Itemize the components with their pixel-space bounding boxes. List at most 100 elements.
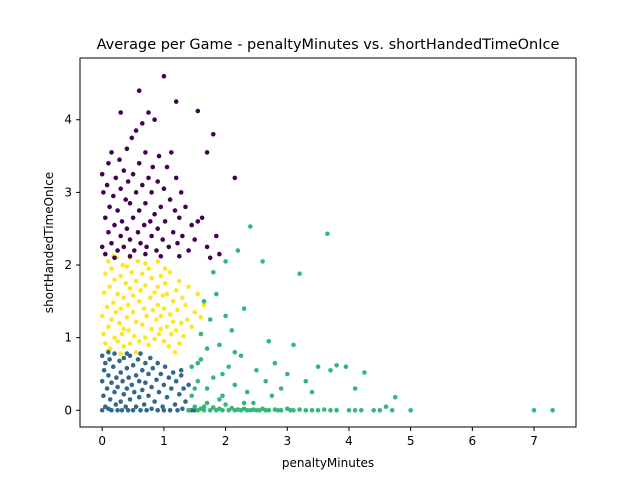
data-point: [183, 302, 188, 308]
data-point: [119, 331, 125, 337]
data-point: [158, 253, 164, 259]
data-point: [167, 270, 173, 275]
data-point: [309, 389, 315, 395]
data-point: [172, 208, 178, 213]
data-point: [161, 382, 167, 388]
data-point: [121, 392, 127, 397]
data-point: [107, 284, 112, 290]
data-point: [189, 324, 194, 330]
data-point: [118, 306, 123, 311]
data-point: [149, 384, 154, 390]
data-point: [106, 324, 111, 330]
data-point: [220, 371, 225, 377]
data-point: [207, 408, 213, 413]
data-point: [164, 164, 170, 170]
data-point: [125, 302, 131, 308]
data-point: [164, 394, 170, 400]
data-point: [169, 331, 174, 337]
data-point: [198, 331, 204, 337]
data-point: [352, 408, 358, 413]
data-point: [107, 397, 113, 402]
data-point: [346, 408, 352, 413]
data-point: [177, 392, 182, 397]
y-tick-label: 4: [64, 113, 72, 127]
data-point: [130, 293, 136, 298]
data-point: [211, 270, 216, 275]
data-point: [177, 253, 182, 259]
data-point: [204, 150, 210, 155]
data-point: [127, 341, 133, 346]
data-point: [138, 408, 143, 413]
data-point: [198, 357, 204, 362]
data-point: [143, 150, 148, 155]
data-point: [109, 380, 114, 386]
data-point: [198, 315, 204, 320]
data-point: [207, 255, 213, 261]
data-point: [201, 299, 207, 304]
data-point: [111, 364, 116, 370]
data-point: [109, 266, 114, 271]
data-point: [195, 291, 201, 297]
data-point: [121, 295, 127, 301]
data-point: [181, 333, 186, 339]
data-point: [136, 208, 142, 213]
data-point: [207, 317, 213, 322]
y-axis-label: shortHandedTimeOnIce: [42, 172, 56, 313]
data-point: [164, 324, 170, 330]
data-point: [118, 110, 123, 115]
data-point: [162, 219, 168, 224]
data-point: [328, 408, 333, 413]
data-point: [152, 290, 157, 295]
data-point: [201, 302, 207, 308]
data-point: [148, 355, 153, 361]
data-point: [263, 378, 269, 384]
data-point: [334, 408, 339, 413]
data-point: [269, 393, 275, 399]
data-point: [232, 175, 238, 181]
data-point: [140, 182, 145, 188]
data-point: [124, 226, 130, 231]
data-point: [377, 408, 383, 413]
data-point: [226, 364, 231, 370]
data-point: [143, 335, 148, 341]
data-point: [118, 233, 123, 239]
data-point: [169, 150, 174, 155]
data-point: [220, 393, 225, 399]
data-point: [192, 386, 197, 391]
data-point: [278, 386, 284, 391]
data-point: [211, 405, 216, 410]
data-point: [204, 386, 210, 391]
data-point: [189, 364, 194, 370]
data-point: [143, 261, 148, 266]
data-point: [170, 299, 176, 304]
data-point: [129, 382, 135, 388]
data-point: [112, 277, 117, 282]
data-point: [166, 344, 172, 349]
data-point: [132, 333, 137, 339]
data-point: [124, 386, 130, 391]
data-point: [186, 382, 191, 388]
data-point: [154, 377, 159, 383]
data-point: [99, 353, 105, 359]
data-point: [173, 328, 179, 333]
data-point: [266, 408, 272, 413]
data-point: [121, 168, 127, 173]
data-point: [140, 387, 145, 393]
data-point: [103, 271, 108, 277]
data-point: [160, 237, 165, 242]
data-point: [291, 342, 296, 348]
data-point: [175, 307, 180, 313]
data-point: [278, 408, 284, 413]
data-point: [118, 370, 123, 375]
data-point: [204, 346, 210, 351]
data-point: [136, 378, 142, 384]
data-point: [115, 408, 120, 413]
x-tick-label: 2: [222, 434, 230, 448]
data-point: [127, 397, 133, 402]
data-point: [223, 313, 228, 319]
data-point: [121, 326, 127, 332]
data-point: [101, 393, 106, 399]
chart-title: Average per Game - penaltyMinutes vs. sh…: [97, 37, 560, 53]
data-point: [248, 224, 253, 229]
data-point: [133, 373, 139, 378]
